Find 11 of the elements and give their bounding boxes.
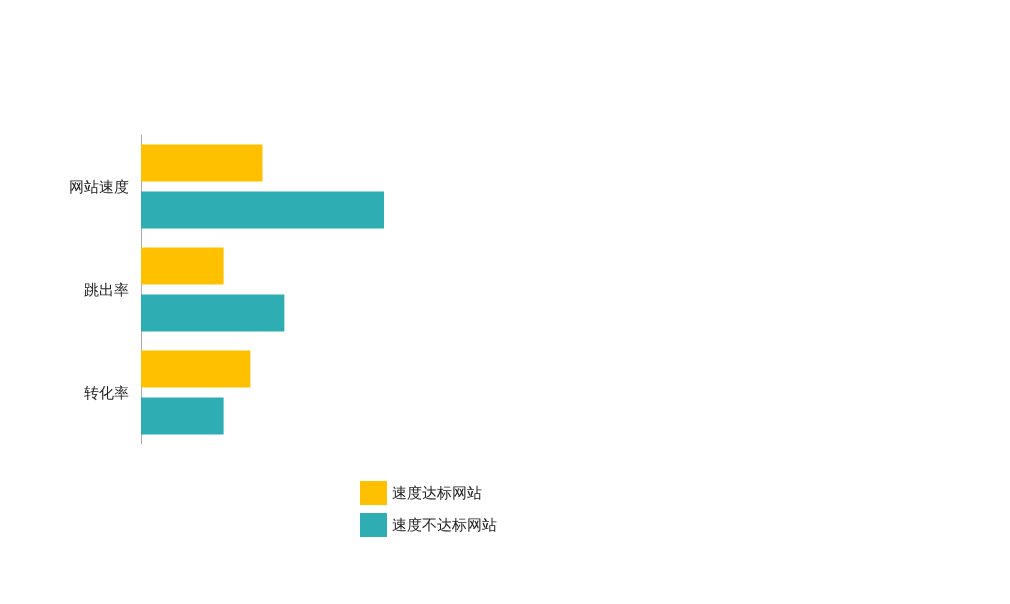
y-tick-label: 网站速度 bbox=[69, 177, 129, 196]
bar bbox=[141, 350, 251, 388]
bar bbox=[141, 144, 263, 182]
bar bbox=[141, 397, 224, 435]
bar bbox=[141, 294, 285, 332]
y-tick-label: 转化率 bbox=[84, 383, 129, 402]
legend-label: 速度达标网站 bbox=[392, 484, 482, 502]
y-tick-label: 跳出率 bbox=[84, 280, 129, 299]
bar bbox=[141, 247, 224, 285]
bar bbox=[141, 191, 384, 229]
legend-label: 速度不达标网站 bbox=[392, 516, 497, 534]
